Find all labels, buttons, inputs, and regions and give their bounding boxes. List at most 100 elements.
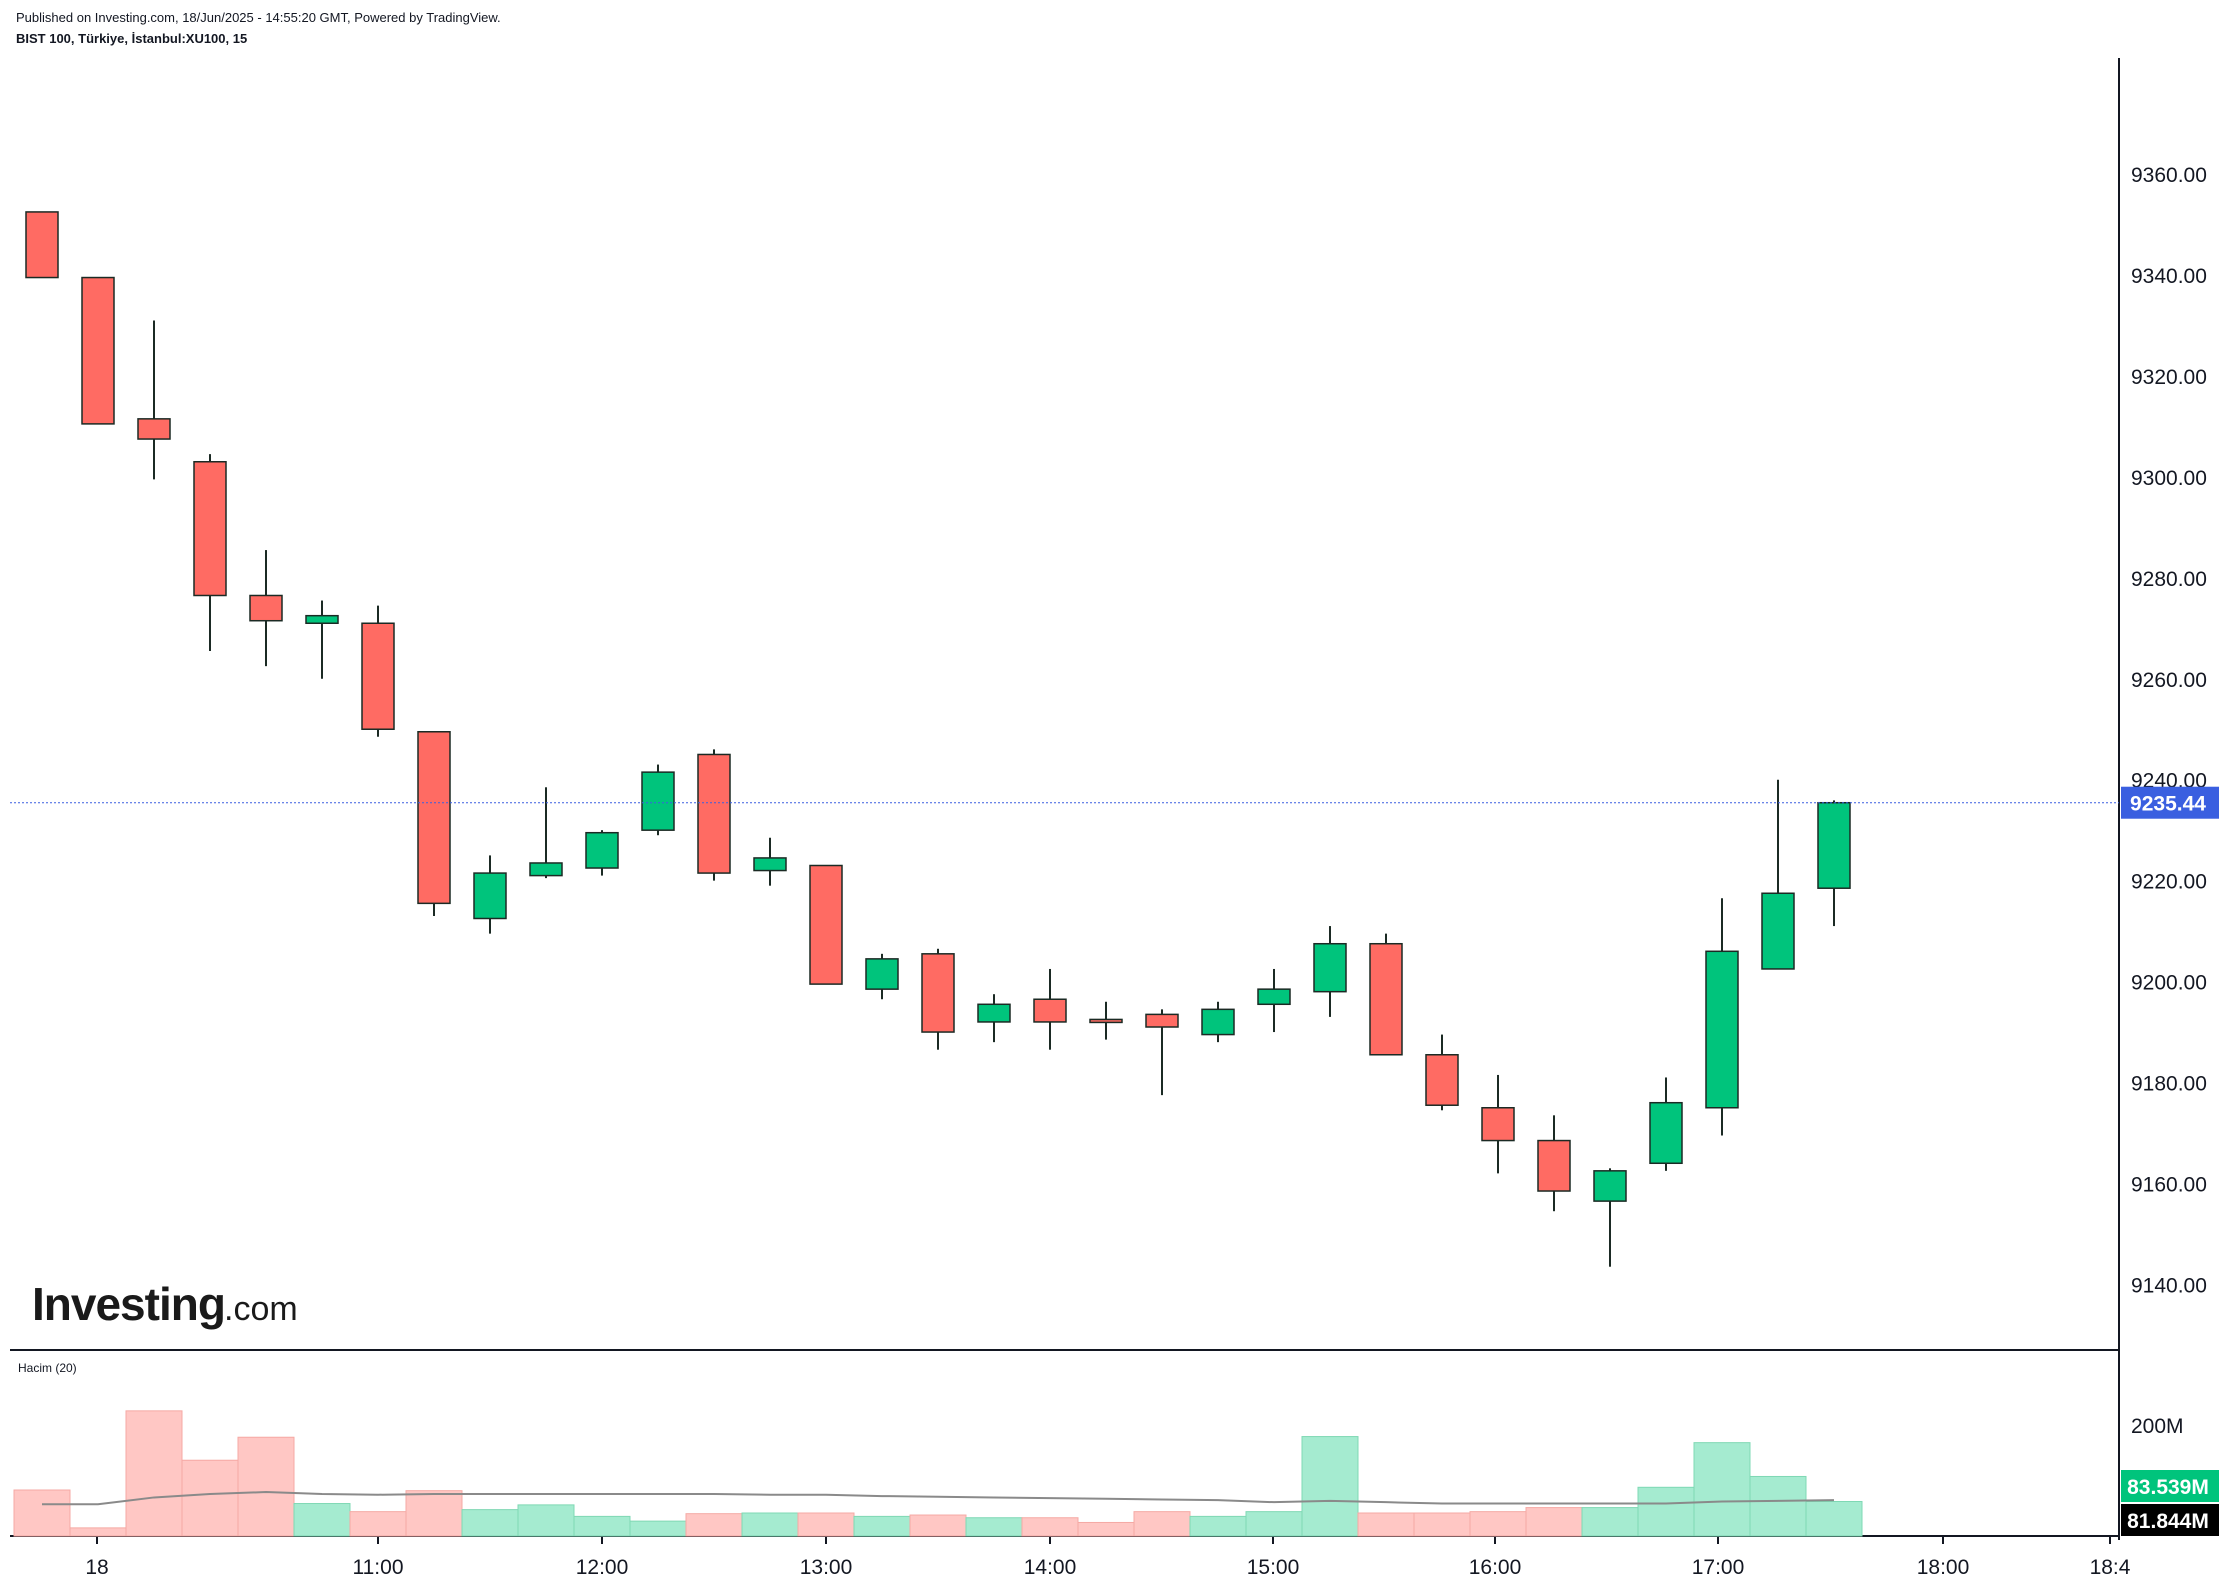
time-tick-4: 14:00 (1024, 1556, 1077, 1579)
candle-20 (1145, 1009, 1179, 1096)
candle-29 (1649, 1077, 1683, 1171)
volume-bar-16 (909, 1514, 967, 1537)
candle-14 (809, 864, 843, 985)
candle-4 (249, 550, 283, 667)
candle-6 (361, 605, 395, 737)
volume-bar-12 (685, 1513, 743, 1537)
volume-bar-11 (629, 1520, 687, 1537)
time-tick-9: 18:4 (2090, 1556, 2131, 1579)
volume-bar-28 (1581, 1507, 1639, 1537)
time-tick-3: 13:00 (800, 1556, 853, 1579)
axes (10, 58, 2120, 1540)
candle-32 (1817, 800, 1851, 927)
candle-18 (1033, 968, 1067, 1050)
price-tick-10: 9160.00 (2131, 1173, 2207, 1196)
logo-suffix: .com (224, 1290, 298, 1328)
published-note: Published on Investing.com, 18/Jun/2025 … (16, 10, 501, 25)
volume-bar-15 (853, 1515, 911, 1537)
candle-0 (25, 211, 59, 279)
volume-bar-14 (797, 1512, 855, 1537)
candle-22 (1257, 968, 1291, 1033)
time-tick-labels: 18 11:00 12:00 13:00 14:00 15:00 16:00 17:00 18:… (85, 1536, 2131, 1579)
volume-badge: 83.539M (2121, 1470, 2219, 1502)
price-tick-11: 9140.00 (2131, 1274, 2207, 1297)
volume-bar-3 (181, 1459, 239, 1537)
svg-text:83.539M: 83.539M (2127, 1476, 2209, 1499)
price-tick-0: 9360.00 (2131, 164, 2207, 187)
volume-bar-29 (1637, 1486, 1695, 1537)
candle-1 (81, 276, 115, 425)
candle-8 (473, 855, 507, 934)
price-tick-7: 9220.00 (2131, 871, 2207, 894)
price-tick-8: 9200.00 (2131, 972, 2207, 995)
volume-bar-2 (125, 1410, 183, 1537)
volume-bar-10 (573, 1515, 631, 1537)
volume-bar-4 (237, 1436, 295, 1537)
candle-16 (921, 948, 955, 1050)
volume-bars (13, 1410, 1863, 1537)
candle-12 (697, 749, 731, 881)
volume-indicator-label: Hacim (20) (18, 1361, 77, 1375)
time-tick-8: 18:00 (1917, 1556, 1970, 1579)
volume-bar-8 (461, 1509, 519, 1537)
candle-7 (417, 731, 451, 916)
time-tick-2: 12:00 (576, 1556, 629, 1579)
price-tick-4: 9280.00 (2131, 568, 2207, 591)
volume-bar-0 (13, 1489, 71, 1537)
candle-23 (1313, 926, 1347, 1017)
volume-axis-label: 200M (2131, 1415, 2184, 1438)
price-tick-9: 9180.00 (2131, 1073, 2207, 1096)
volume-bar-30 (1693, 1442, 1751, 1537)
logo-main: Investing (32, 1278, 225, 1330)
volume-bar-21 (1189, 1515, 1247, 1537)
candle-31 (1761, 779, 1795, 970)
price-tick-3: 9300.00 (2131, 467, 2207, 490)
volume-bar-32 (1805, 1501, 1863, 1537)
volume-ma-line (42, 1491, 1835, 1506)
time-tick-1: 11:00 (353, 1556, 404, 1579)
time-tick-6: 16:00 (1469, 1556, 1522, 1579)
volume-bar-25 (1413, 1512, 1471, 1537)
candle-2 (137, 320, 171, 480)
candle-5 (305, 600, 339, 679)
chart-header: Published on Investing.com, 18/Jun/2025 … (16, 8, 501, 50)
volume-bar-24 (1357, 1512, 1415, 1537)
volume-bar-31 (1749, 1475, 1807, 1537)
volume-bar-13 (741, 1512, 799, 1537)
candle-3 (193, 454, 227, 652)
volume-bar-26 (1469, 1511, 1527, 1537)
volume-ma-badge: 81.844M (2121, 1504, 2219, 1536)
volume-bar-7 (405, 1490, 463, 1537)
svg-text:81.844M: 81.844M (2127, 1510, 2209, 1533)
candle-21 (1201, 1001, 1235, 1043)
candle-30 (1705, 898, 1739, 1136)
volume-bar-22 (1245, 1511, 1303, 1537)
investing-logo: Investing .com (32, 1278, 298, 1330)
time-tick-5: 15:00 (1247, 1556, 1300, 1579)
candle-24 (1369, 933, 1403, 1056)
volume-bar-23 (1301, 1436, 1359, 1537)
volume-bar-27 (1525, 1507, 1583, 1537)
candle-11 (641, 764, 675, 836)
candle-17 (977, 994, 1011, 1043)
volume-bar-17 (965, 1517, 1023, 1537)
candle-13 (753, 837, 787, 886)
candle-15 (865, 953, 899, 1000)
volume-bar-9 (517, 1504, 575, 1537)
symbol-title: BIST 100, Türkiye, İstanbul:XU100, 15 (16, 31, 248, 46)
candle-26 (1481, 1074, 1515, 1174)
candle-27 (1537, 1115, 1571, 1212)
time-tick-0: 18 (85, 1556, 108, 1579)
candle-10 (585, 830, 619, 876)
volume-bar-19 (1077, 1521, 1135, 1537)
volume-bar-18 (1021, 1517, 1079, 1537)
candle-9 (529, 787, 563, 879)
volume-bar-5 (293, 1503, 351, 1537)
last-price-badge: 9235.44 (2121, 786, 2219, 819)
candle-19 (1089, 1001, 1123, 1040)
candle-28 (1593, 1168, 1627, 1267)
volume-bar-1 (69, 1527, 127, 1537)
volume-bar-20 (1133, 1511, 1191, 1537)
price-tick-1: 9340.00 (2131, 265, 2207, 288)
